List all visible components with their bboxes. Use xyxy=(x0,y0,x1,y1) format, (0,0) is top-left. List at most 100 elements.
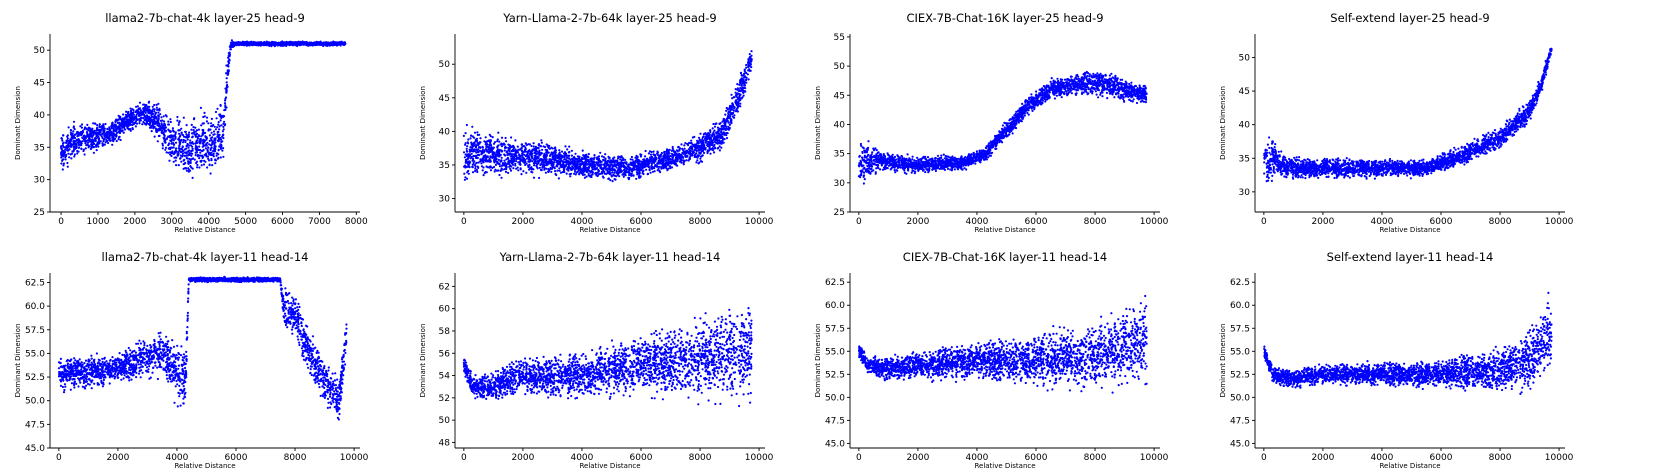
data-point xyxy=(224,108,227,111)
data-point xyxy=(564,152,567,155)
data-point xyxy=(138,119,141,122)
data-point xyxy=(129,128,132,131)
data-point xyxy=(194,142,197,145)
data-point xyxy=(67,126,70,129)
data-point xyxy=(134,120,137,123)
data-point xyxy=(177,147,181,150)
data-point xyxy=(717,128,720,131)
data-point xyxy=(118,131,122,135)
data-point xyxy=(94,122,97,125)
data-point xyxy=(208,163,211,166)
data-point xyxy=(127,122,130,125)
data-point xyxy=(726,119,729,123)
data-point xyxy=(499,169,502,172)
data-point xyxy=(131,108,134,111)
data-point xyxy=(108,134,111,137)
data-point xyxy=(212,130,216,133)
data-point xyxy=(695,149,698,153)
data-point xyxy=(108,130,111,133)
data-point xyxy=(93,129,96,132)
data-point xyxy=(83,153,86,156)
data-point xyxy=(208,159,211,162)
data-point xyxy=(106,135,109,138)
data-point xyxy=(203,115,206,118)
data-point xyxy=(533,164,536,167)
data-point xyxy=(627,165,630,169)
data-point xyxy=(187,146,190,149)
data-point xyxy=(653,158,656,162)
data-point xyxy=(185,169,188,172)
data-point xyxy=(91,138,94,141)
data-point xyxy=(172,160,175,163)
data-point xyxy=(739,102,742,105)
data-point xyxy=(108,128,111,131)
data-point xyxy=(215,117,218,120)
data-point xyxy=(207,146,210,149)
x-tick-label: 1000 xyxy=(87,217,110,227)
data-point xyxy=(218,138,222,141)
data-point xyxy=(180,139,183,142)
data-point xyxy=(514,139,517,142)
data-point xyxy=(463,178,466,181)
data-point xyxy=(88,129,91,132)
data-point xyxy=(670,149,673,152)
data-point xyxy=(748,53,751,56)
data-point xyxy=(162,131,165,134)
data-point xyxy=(199,148,202,152)
data-point xyxy=(709,152,712,155)
data-point xyxy=(325,41,328,44)
data-point xyxy=(101,132,104,136)
x-tick-label: 8000 xyxy=(345,217,368,227)
data-point xyxy=(733,107,736,110)
data-point xyxy=(556,163,559,166)
data-point xyxy=(750,66,753,69)
data-point xyxy=(158,134,161,137)
data-point xyxy=(219,113,222,116)
data-point xyxy=(498,173,501,177)
data-point xyxy=(517,161,520,164)
data-point xyxy=(736,83,739,86)
data-point xyxy=(117,138,120,141)
data-point xyxy=(591,168,594,171)
data-point xyxy=(210,122,213,125)
data-point xyxy=(82,135,85,138)
data-point xyxy=(196,166,199,169)
data-point xyxy=(469,137,472,140)
data-point xyxy=(649,153,653,156)
data-point xyxy=(543,145,547,149)
data-point xyxy=(712,144,715,148)
data-point xyxy=(152,118,155,121)
data-point xyxy=(169,120,172,124)
data-point xyxy=(90,146,93,149)
data-point xyxy=(735,94,738,97)
data-point xyxy=(199,137,202,141)
data-point xyxy=(182,116,185,119)
data-point xyxy=(184,139,187,142)
data-point xyxy=(68,148,71,151)
data-point xyxy=(615,171,618,174)
data-point xyxy=(218,128,221,131)
data-point xyxy=(513,160,516,163)
data-point xyxy=(718,149,722,152)
data-point xyxy=(194,130,197,133)
data-point xyxy=(186,142,189,146)
data-point xyxy=(70,157,73,160)
data-point xyxy=(593,156,596,159)
data-point xyxy=(176,115,179,119)
data-point xyxy=(570,154,574,157)
data-point xyxy=(214,158,217,162)
data-point xyxy=(193,158,196,161)
data-point xyxy=(581,149,584,152)
data-point xyxy=(115,119,118,122)
data-point xyxy=(187,162,190,165)
data-point xyxy=(164,146,168,149)
data-point xyxy=(582,157,585,160)
data-point xyxy=(682,163,685,166)
data-point xyxy=(498,165,502,168)
data-point xyxy=(620,156,624,159)
data-point xyxy=(129,117,132,120)
data-point xyxy=(220,115,223,118)
data-point xyxy=(80,132,83,135)
data-point xyxy=(646,173,649,176)
data-point xyxy=(750,50,753,53)
